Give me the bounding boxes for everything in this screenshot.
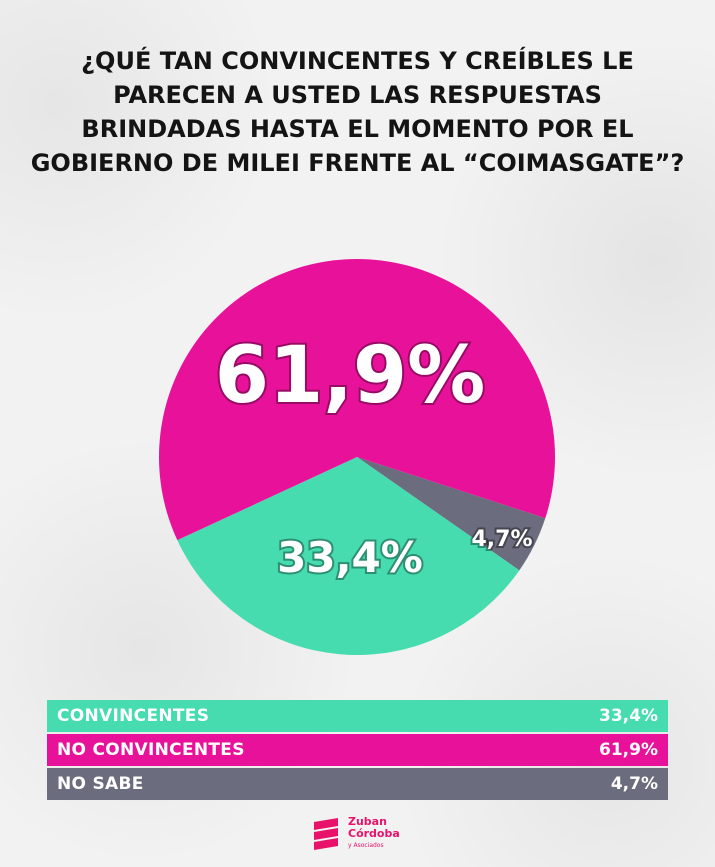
legend: CONVINCENTES 33,4% NO CONVINCENTES 61,9%… [47,700,668,802]
pie-slice-convincentes [177,457,520,656]
legend-row-no-convincentes: NO CONVINCENTES 61,9% [47,734,668,766]
legend-row-no-sabe: NO SABE 4,7% [47,768,668,800]
chart-title: ¿QUÉ TAN CONVINCENTES Y CREÍBLES LE PARE… [30,47,685,177]
pie-slice-no-convincentes [159,259,555,541]
pie-slices [159,259,555,656]
pie-label-no-convincentes: 61,9% [215,331,486,421]
legend-value: 33,4% [599,706,658,726]
legend-label: NO SABE [57,774,144,794]
pie-label-no-sabe: 4,7% [471,527,532,552]
logo-mark-icon [314,818,338,850]
legend-label: NO CONVINCENTES [57,740,245,760]
pie-label-convincentes: 33,4% [277,533,423,582]
legend-value: 4,7% [610,774,658,794]
legend-row-convincentes: CONVINCENTES 33,4% [47,700,668,732]
logo-text-line3: y Asociados [348,842,384,849]
logo: Zuban Córdoba y Asociados [312,812,400,856]
pie-slice-no-sabe [357,457,546,571]
legend-value: 61,9% [599,740,658,760]
logo-text-line1: Zuban [348,815,387,828]
legend-label: CONVINCENTES [57,706,210,726]
logo-text-line2: Córdoba [348,827,400,840]
